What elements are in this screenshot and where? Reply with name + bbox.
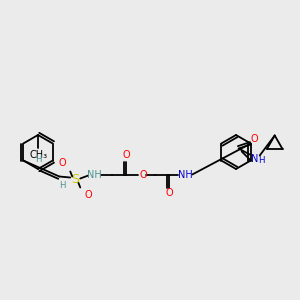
Text: NH: NH (178, 169, 193, 179)
Text: S: S (71, 173, 79, 186)
Text: H: H (35, 155, 41, 164)
Text: H: H (259, 156, 265, 165)
Text: H: H (59, 181, 65, 190)
Text: O: O (85, 190, 92, 200)
Text: O: O (166, 188, 173, 199)
Text: CH₃: CH₃ (30, 150, 48, 160)
Text: O: O (140, 169, 147, 179)
Text: NH: NH (87, 169, 102, 179)
Text: O: O (122, 151, 130, 160)
Text: N: N (251, 154, 258, 164)
Text: O: O (251, 134, 259, 145)
Text: O: O (58, 158, 66, 169)
